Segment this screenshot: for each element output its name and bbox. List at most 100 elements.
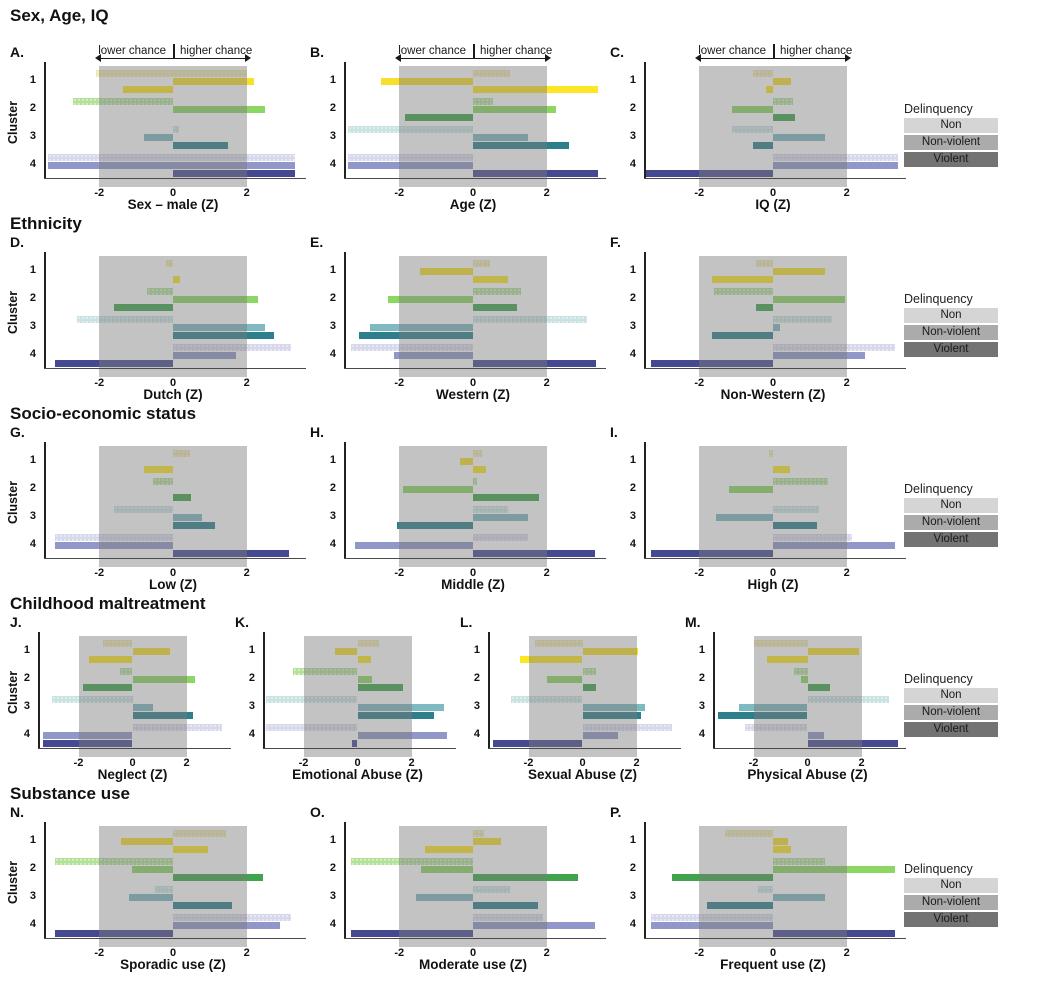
- cluster-tick-label: 4: [329, 348, 336, 360]
- y-axis-line: [713, 632, 715, 748]
- y-axis-line: [344, 442, 346, 558]
- significance-band: [399, 66, 547, 187]
- bar-P-c3-v: [706, 901, 773, 909]
- plot-area: [713, 632, 906, 757]
- cluster-tick-label: 4: [329, 538, 336, 550]
- bar-A-c3-nv: [143, 133, 173, 141]
- x-axis-title: Moderate use (Z): [418, 957, 527, 972]
- bar-H-c2-non: [473, 477, 477, 485]
- bar-B-c3-v: [473, 141, 569, 149]
- bar-A-c4-v: [173, 169, 295, 177]
- bar-D-c3-non: [77, 315, 173, 323]
- x-tick-label: -2: [94, 947, 105, 959]
- x-tick-label: -2: [694, 187, 705, 199]
- x-tick-label: -2: [94, 377, 105, 389]
- cluster-tick-label: 3: [473, 700, 480, 712]
- x-tick-label: 0: [469, 947, 477, 959]
- panel-letter: G.: [10, 424, 25, 440]
- bar-D-c1-v: [173, 275, 181, 283]
- x-tick-label: -2: [94, 187, 105, 199]
- panel-letter: N.: [10, 804, 24, 820]
- legend-item-v: Violent: [904, 152, 998, 167]
- bar-J-c3-v: [132, 711, 194, 719]
- significance-band: [699, 256, 847, 377]
- cluster-tick-label: 2: [698, 672, 705, 684]
- bar-F-c4-v: [651, 359, 773, 367]
- x-tick-label: 2: [243, 947, 250, 959]
- legend-item-non: Non: [904, 498, 998, 513]
- annotation-center-tick: [173, 44, 175, 59]
- x-tick-label: 0: [469, 567, 477, 579]
- cluster-tick-label: 4: [29, 158, 36, 170]
- bar-L-c1-nv: [582, 647, 638, 655]
- bar-N-c2-non: [55, 857, 173, 865]
- legend-item-nv: Non-violent: [904, 135, 998, 150]
- bar-E-c3-non: [473, 315, 588, 323]
- bar-M-c1-non: [753, 639, 808, 647]
- annotation-higher-chance: higher chance: [480, 45, 553, 57]
- panel-M: M. 1 2 3 4 -2 0 2 Physical Abuse (Z): [677, 614, 906, 782]
- bar-G-c1-non: [173, 449, 190, 457]
- cluster-tick-label: 2: [629, 292, 636, 304]
- legend-title: Delinquency: [904, 102, 973, 116]
- cluster-tick-label: 2: [329, 292, 336, 304]
- plot-area: [44, 252, 306, 377]
- arrow-left-icon: [695, 53, 702, 62]
- plot-area: [344, 822, 606, 947]
- x-axis-title: Physical Abuse (Z): [747, 767, 868, 782]
- panel-C: C. lower chance higher chance 1 2 3 4 -2 0 2 IQ (Z…: [602, 26, 906, 212]
- x-axis-title: Western (Z): [435, 387, 510, 402]
- panel-letter: P.: [610, 804, 622, 820]
- bar-L-c4-non: [582, 723, 672, 731]
- cluster-tick-label: 3: [329, 320, 336, 332]
- y-axis-line: [44, 442, 46, 558]
- cluster-tick-label: 4: [473, 728, 480, 740]
- significance-band: [699, 66, 847, 187]
- delinquency-legend: Delinquency Non Non-violent Violent: [902, 482, 1028, 547]
- section-1: Sex, Age, IQ A. lower chance higher chance C…: [2, 2, 1038, 212]
- x-tick-label: 2: [843, 377, 850, 389]
- plot-area: [644, 822, 906, 947]
- y-axis-line: [644, 62, 646, 178]
- bar-F-c3-non: [773, 315, 832, 323]
- bar-L-c4-nv: [582, 731, 618, 739]
- x-tick-label: -2: [394, 567, 405, 579]
- x-tick-row: -2 0 2: [644, 947, 902, 959]
- x-tick-label: -2: [394, 947, 405, 959]
- panel-letter: C.: [610, 44, 624, 60]
- cluster-tick-label: 4: [629, 158, 636, 170]
- bar-I-c4-nv: [773, 541, 895, 549]
- cluster-tick-label: 1: [329, 264, 336, 276]
- bar-H-c3-non: [473, 505, 508, 513]
- bar-H-c1-v: [473, 465, 486, 473]
- cluster-tick-label: 4: [23, 728, 30, 740]
- bar-I-c2-non: [773, 477, 829, 485]
- bar-P-c2-nv: [773, 865, 895, 873]
- plot-area: [263, 632, 456, 757]
- cluster-tick-label: 1: [629, 264, 636, 276]
- chance-annotation: lower chance higher chance: [44, 30, 302, 64]
- x-axis-line: [644, 177, 906, 179]
- legend-item-v: Violent: [904, 342, 998, 357]
- bar-O-c2-nv: [421, 865, 473, 873]
- significance-band: [399, 446, 547, 567]
- x-axis-title: Sex – male (Z): [127, 197, 219, 212]
- bar-C-c4-non: [773, 153, 899, 161]
- bar-L-c3-non: [510, 695, 583, 703]
- bar-F-c3-nv: [773, 323, 781, 331]
- bar-I-c1-non: [769, 449, 773, 457]
- x-tick-label: 0: [804, 757, 811, 769]
- panel-row: N. Cluster 1 2 3 4 -2 0 2 Sporadic use (Z) O. 1 2 3 4-…: [2, 804, 1038, 972]
- bar-N-c3-v: [173, 901, 232, 909]
- x-tick-label: 2: [543, 187, 550, 199]
- section-3: Socio-economic status G. Cluster 1 2 3 4 -2 0 2 Lo…: [2, 400, 1038, 592]
- y-axis-line: [44, 822, 46, 938]
- cluster-tick-label: 4: [329, 918, 336, 930]
- cluster-tick-label: 3: [329, 130, 336, 142]
- bar-F-c2-v: [756, 303, 773, 311]
- cluster-tick-label: 1: [329, 454, 336, 466]
- bar-H-c3-nv: [473, 513, 529, 521]
- legend-item-v: Violent: [904, 532, 998, 547]
- x-axis-line: [44, 557, 306, 559]
- bar-B-c2-nv: [473, 105, 556, 113]
